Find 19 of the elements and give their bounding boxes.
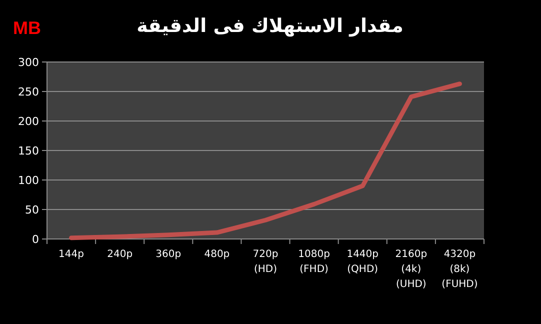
- line-series: [69, 82, 462, 240]
- y-tick-label: 50: [25, 204, 39, 216]
- y-tick-label: 100: [18, 174, 39, 187]
- x-tick-label: 240p: [107, 249, 133, 260]
- x-tick-label: 480p: [204, 249, 230, 260]
- x-tick-label: 4320p (8k) (FUHD): [442, 249, 478, 290]
- x-tick-label: 1080p (FHD): [298, 249, 330, 275]
- y-tick-label: 250: [18, 86, 39, 98]
- x-tick-label: 1440p (QHD): [346, 249, 379, 275]
- y-tick-label: 0: [32, 233, 39, 246]
- y-tick-label: 300: [18, 56, 39, 69]
- y-tick-label: 200: [18, 115, 39, 128]
- x-tick-label: 360p: [156, 249, 182, 260]
- x-tick-label: 2160p (4k) (UHD): [395, 249, 428, 290]
- x-tick-label: 720p (HD): [252, 249, 278, 275]
- x-tick-label: 144p: [58, 249, 84, 260]
- y-tick-label: 150: [18, 144, 39, 158]
- chart-title: مقدار الاستهلاك فى الدقيقة: [136, 15, 404, 37]
- y-axis-title: MB: [13, 18, 41, 38]
